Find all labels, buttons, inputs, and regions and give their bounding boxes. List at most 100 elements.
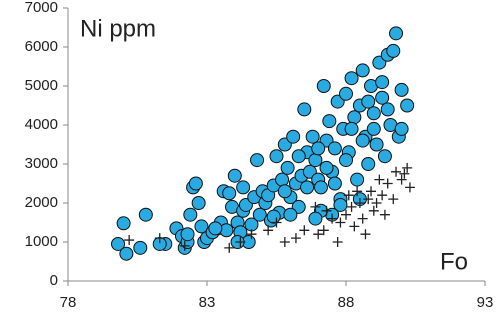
point <box>402 162 413 173</box>
point <box>375 90 390 105</box>
point <box>339 86 353 101</box>
x-tick-label: 78 <box>60 294 77 311</box>
point <box>375 75 390 90</box>
point <box>183 207 198 222</box>
point <box>252 207 267 222</box>
point <box>404 182 415 193</box>
point <box>360 229 371 240</box>
point <box>191 196 206 210</box>
point <box>180 227 195 242</box>
point <box>377 190 388 201</box>
point <box>333 197 348 212</box>
point <box>394 121 409 136</box>
point <box>290 233 301 244</box>
point <box>394 82 409 97</box>
point <box>346 201 357 212</box>
x-tick-label: 88 <box>338 294 355 311</box>
point <box>222 186 237 201</box>
point <box>319 160 334 175</box>
point <box>355 63 370 78</box>
point <box>354 198 365 208</box>
point <box>366 186 377 197</box>
point <box>119 246 134 261</box>
y-tick-label: 5000 <box>25 77 58 94</box>
point <box>116 216 131 231</box>
point <box>246 229 257 240</box>
point <box>224 242 235 253</box>
point <box>271 217 282 228</box>
point <box>355 133 370 148</box>
point <box>327 141 342 156</box>
point <box>332 237 343 247</box>
point <box>269 149 284 164</box>
point <box>275 172 290 187</box>
point <box>386 43 401 58</box>
point <box>111 236 126 251</box>
point <box>349 221 360 232</box>
point <box>124 235 135 246</box>
point <box>396 174 407 185</box>
point <box>297 102 312 117</box>
point <box>361 94 376 109</box>
y-axis-label: Ni ppm <box>80 15 156 42</box>
point <box>236 180 251 195</box>
y-tick-label: 0 <box>50 272 58 289</box>
point <box>382 178 393 189</box>
point <box>194 219 209 234</box>
y-tick-label: 3000 <box>25 155 58 172</box>
point <box>327 213 338 224</box>
point <box>291 149 306 164</box>
point <box>227 168 242 183</box>
point <box>400 98 415 113</box>
point <box>350 172 365 187</box>
point <box>322 114 337 129</box>
point <box>357 213 368 224</box>
x-axis-label: Fo <box>440 248 468 275</box>
point <box>316 79 331 93</box>
point <box>179 240 190 251</box>
point <box>379 209 390 220</box>
y-tick-label: 2000 <box>25 194 58 211</box>
point <box>133 240 148 255</box>
point <box>188 176 203 191</box>
point <box>286 129 301 144</box>
point <box>352 186 363 197</box>
point <box>344 121 359 136</box>
point <box>391 166 402 177</box>
point <box>313 180 328 195</box>
y-tick-label: 4000 <box>25 116 58 133</box>
point <box>313 229 324 240</box>
point <box>339 153 353 168</box>
point <box>366 121 381 136</box>
point <box>368 205 379 216</box>
point <box>250 153 265 168</box>
point <box>263 225 274 236</box>
point <box>283 207 298 222</box>
y-tick-label: 7000 <box>25 0 58 16</box>
point <box>377 149 392 164</box>
x-tick-label: 93 <box>477 294 494 311</box>
point <box>235 237 246 247</box>
point <box>366 106 381 121</box>
point <box>321 205 332 216</box>
point <box>266 209 281 224</box>
point <box>363 194 374 205</box>
point <box>277 184 292 199</box>
point <box>327 176 342 191</box>
point <box>369 137 384 152</box>
point <box>208 221 223 236</box>
point <box>335 217 346 228</box>
point <box>308 211 323 226</box>
y-tick-label: 1000 <box>25 233 58 250</box>
point <box>280 160 295 175</box>
point <box>343 190 354 201</box>
point <box>310 201 321 212</box>
point <box>361 157 376 171</box>
point <box>371 198 382 208</box>
point <box>341 209 351 220</box>
x-tick-label: 83 <box>199 294 216 311</box>
point <box>154 233 165 244</box>
point <box>399 168 410 179</box>
